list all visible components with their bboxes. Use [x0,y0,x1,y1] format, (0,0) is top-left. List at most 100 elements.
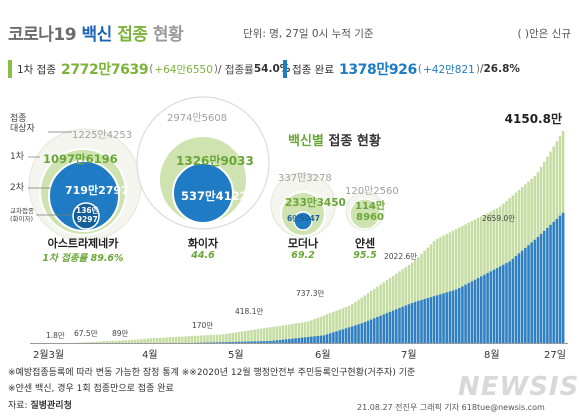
full-dose-bar [467,283,470,343]
first-dose-bar [221,334,225,343]
full-dose-bar [473,279,477,343]
first-dose-bar [177,336,181,343]
full-dose-bar [511,258,515,343]
first-dose-bar [382,282,386,343]
first-dose-bar [442,235,445,343]
full-dose-bar [451,290,455,343]
first-dose-bar [130,339,134,343]
full-dose-bar [291,338,294,343]
full-dose-bar [221,342,225,343]
full-dose-bar [269,340,272,343]
full-dose-bar [410,303,414,343]
first-dose-bar [325,314,329,343]
first-dose-bar [259,328,263,343]
first-dose-bar [435,238,439,343]
newsis-watermark: NEWSIS [458,372,579,402]
full-dose-bar [382,314,386,343]
first-dose-bar [310,320,313,343]
chart-annotation: 1.8만 [46,331,65,340]
full-dose-bar [357,324,360,343]
janssen-target-value: 120만2560 [345,186,399,197]
first-dose-bar [281,325,285,343]
full-dose-bar [492,269,496,343]
full-dose-bar [379,315,382,343]
legend-second-label: 2차 [10,183,25,193]
moderna-first-value: 233만3450 [285,197,346,209]
note-label: ( )안은 신규 [517,28,571,40]
full-dose-bar [498,266,502,343]
first-dose-bar [429,244,433,343]
first-dose-bar [168,337,172,343]
source-label: 자료: [8,401,31,411]
full-dose-bar [250,341,253,343]
moderna-name: 모더나 [287,237,319,250]
first-dose-bar [206,335,209,343]
first-dose-bar [464,224,467,343]
full-dose-rate: 26.8% [483,63,520,75]
first-dose-bar [240,331,244,343]
first-dose-bar [284,324,288,343]
first-dose-bar [193,335,197,343]
full-dose-bar [549,224,552,343]
first-dose-bar [373,288,376,343]
full-dose-bar [231,341,234,343]
first-dose-bar [171,337,175,343]
first-dose-bar [404,267,408,343]
first-dose-bar [395,273,398,343]
first-dose-bar [215,334,219,343]
janssen-rate: 95.5 [353,250,377,261]
first-dose-bar [244,330,247,343]
chart-annotation: 418.1만 [235,307,263,316]
janssen-name: 얀센 [354,237,376,250]
total-annotation: 4150.8만 [505,111,562,126]
first-dose-bar [385,280,389,343]
chart-annotation: 2022.6만 [384,252,417,261]
full-dose-bar [536,236,540,343]
first-dose-bar [306,321,310,343]
first-dose-bar [407,264,411,343]
first-dose-bar [102,341,105,343]
page-title: 코로나19 백신 접종 현황 [8,20,184,45]
full-dose-bar [363,322,367,343]
full-dose-bar [448,291,452,343]
first-dose-bar [379,284,382,343]
first-dose-bar [420,253,423,343]
first-dose-bar [423,250,426,343]
first-dose-bar [231,332,234,343]
full-dose-value: 1378만926 [338,62,417,78]
first-dose-bar [272,326,275,343]
first-dose-bar [341,308,345,343]
vaccine-section-title-b: 접종 현황 [323,134,381,149]
full-dose-bar [476,278,480,343]
vaccine-section-title-a: 백신별 [288,134,324,149]
first-dose-rate: 54.0% [253,63,291,75]
moderna-target-value: 337만3278 [278,173,332,184]
full-dose-bar [429,297,433,343]
first-dose-bar [99,341,102,343]
full-dose-bar [240,341,244,343]
first-dose-bar [253,329,256,343]
first-dose-bar [262,328,266,343]
chart-annotation: 89만 [112,329,129,338]
full-dose-bar [218,342,222,343]
first-dose-bar [266,327,269,343]
first-dose-bar [439,237,442,343]
pfizer-name: 화이자 [187,237,219,250]
first-dose-bar [344,307,348,343]
footnote-2: ※얀센 백신, 경우 1회 접종만으로 접종 완료 [8,384,174,394]
full-dose-bar [244,341,247,343]
full-dose-bar [558,215,562,343]
full-dose-bar [259,341,263,343]
first-dose-bar [376,286,379,343]
first-dose-bar [332,311,335,343]
full-dose-bar [272,340,275,343]
first-dose-bar [209,334,212,343]
full-dose-bar [502,264,505,343]
first-dose-bar [149,338,153,343]
full-dose-bar [461,286,464,343]
month-label-jul: 7월 [401,350,417,361]
full-dose-bar [341,329,345,343]
full-dose-bar [313,336,316,343]
first-dose-bar [413,260,417,343]
full-dose-bar [237,341,241,343]
